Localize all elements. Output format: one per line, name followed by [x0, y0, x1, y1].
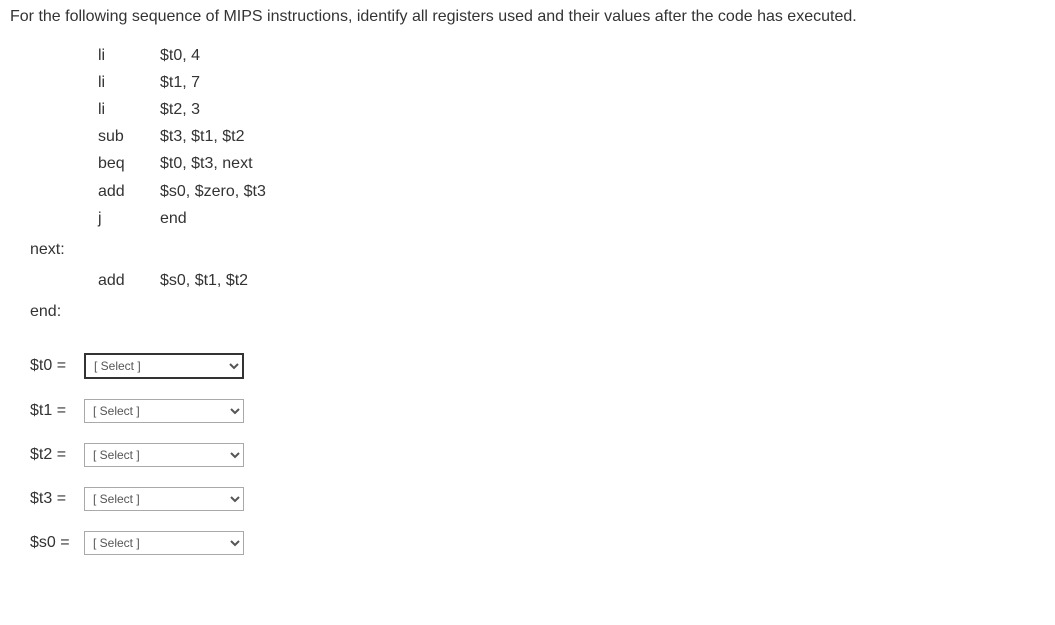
- operands: $t3, $t1, $t2: [160, 123, 1045, 150]
- code-line: li $t2, 3: [98, 96, 1045, 123]
- code-line: add $s0, $t1, $t2: [98, 267, 1045, 294]
- mnemonic: li: [98, 96, 160, 123]
- operands: $s0, $zero, $t3: [160, 178, 1045, 205]
- code-line: add $s0, $zero, $t3: [98, 178, 1045, 205]
- answer-select-s0[interactable]: [ Select ]: [84, 531, 244, 555]
- answer-row-t3: $t3 = [ Select ]: [30, 487, 1045, 511]
- operands: $t2, 3: [160, 96, 1045, 123]
- code-line: j end: [98, 205, 1045, 232]
- mnemonic: add: [98, 267, 160, 294]
- answer-select-t1[interactable]: [ Select ]: [84, 399, 244, 423]
- operands: $t0, $t3, next: [160, 150, 1045, 177]
- operands: $s0, $t1, $t2: [160, 267, 1045, 294]
- answer-label: $t0 =: [30, 357, 84, 375]
- answer-section: $t0 = [ Select ] $t1 = [ Select ] $t2 = …: [30, 353, 1045, 555]
- code-line: beq $t0, $t3, next: [98, 150, 1045, 177]
- question-prompt: For the following sequence of MIPS instr…: [10, 6, 1045, 28]
- mips-code-block: li $t0, 4 li $t1, 7 li $t2, 3 sub $t3, $…: [98, 42, 1045, 232]
- answer-select-t2[interactable]: [ Select ]: [84, 443, 244, 467]
- answer-row-t0: $t0 = [ Select ]: [30, 353, 1045, 379]
- operands: $t0, 4: [160, 42, 1045, 69]
- answer-label: $t2 =: [30, 446, 84, 464]
- mnemonic: sub: [98, 123, 160, 150]
- answer-row-t1: $t1 = [ Select ]: [30, 399, 1045, 423]
- code-line: sub $t3, $t1, $t2: [98, 123, 1045, 150]
- answer-label: $s0 =: [30, 534, 84, 552]
- answer-label: $t3 =: [30, 490, 84, 508]
- operands: $t1, 7: [160, 69, 1045, 96]
- mnemonic: add: [98, 178, 160, 205]
- answer-row-s0: $s0 = [ Select ]: [30, 531, 1045, 555]
- code-line: li $t1, 7: [98, 69, 1045, 96]
- code-line: li $t0, 4: [98, 42, 1045, 69]
- mips-code-block-after-next: add $s0, $t1, $t2: [98, 267, 1045, 294]
- answer-select-t0[interactable]: [ Select ]: [84, 353, 244, 379]
- answer-label: $t1 =: [30, 402, 84, 420]
- question-container: For the following sequence of MIPS instr…: [0, 0, 1055, 585]
- mnemonic: beq: [98, 150, 160, 177]
- mnemonic: li: [98, 69, 160, 96]
- operands: end: [160, 205, 1045, 232]
- answer-row-t2: $t2 = [ Select ]: [30, 443, 1045, 467]
- mnemonic: j: [98, 205, 160, 232]
- mnemonic: li: [98, 42, 160, 69]
- label-end: end:: [30, 298, 1045, 325]
- answer-select-t3[interactable]: [ Select ]: [84, 487, 244, 511]
- label-next: next:: [30, 236, 1045, 263]
